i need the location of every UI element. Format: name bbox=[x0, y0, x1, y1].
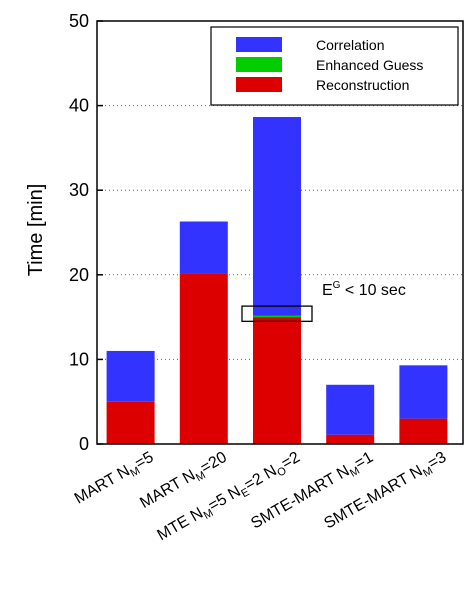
annotation: EG < 10 sec bbox=[241, 280, 406, 322]
y-tick-label: 40 bbox=[69, 96, 89, 116]
legend-label: Enhanced Guess bbox=[316, 57, 423, 73]
bar-reconstruction bbox=[179, 273, 228, 444]
bar-reconstruction bbox=[326, 434, 375, 444]
y-tick-label: 10 bbox=[69, 349, 89, 369]
bar-reconstruction bbox=[106, 401, 155, 444]
legend-swatch bbox=[236, 77, 282, 92]
y-tick-label: 30 bbox=[69, 180, 89, 200]
y-tick-label: 0 bbox=[79, 434, 89, 454]
bar-correlation bbox=[106, 350, 155, 402]
axes bbox=[96, 20, 464, 445]
legend: Correlation Enhanced Guess Reconstruction bbox=[210, 26, 459, 106]
plot-frame bbox=[96, 20, 464, 445]
bars bbox=[106, 117, 448, 444]
y-axis-title: Time [min] bbox=[25, 184, 47, 277]
bar-reconstruction bbox=[253, 317, 301, 444]
annotation-box bbox=[241, 305, 313, 322]
legend-label: Reconstruction bbox=[316, 77, 409, 93]
bar-correlation bbox=[179, 221, 228, 274]
legend-swatch bbox=[236, 57, 282, 72]
y-tick-label: 20 bbox=[69, 265, 89, 285]
legend-swatch bbox=[236, 37, 282, 52]
x-category-label: SMTE-MART NM=3 bbox=[321, 449, 451, 535]
bar-correlation bbox=[399, 365, 448, 419]
bar-correlation bbox=[326, 384, 375, 435]
bar-correlation bbox=[253, 117, 301, 316]
legend-label: Correlation bbox=[316, 37, 384, 53]
y-tick-labels: 0 10 20 30 40 50 bbox=[69, 11, 89, 454]
y-tick-label: 50 bbox=[69, 11, 89, 31]
x-category-label: SMTE-MART NM=1 bbox=[248, 449, 378, 535]
bar-enhanced-guess bbox=[253, 315, 301, 318]
annotation-text: EG < 10 sec bbox=[322, 280, 406, 299]
bar-reconstruction bbox=[399, 418, 448, 444]
